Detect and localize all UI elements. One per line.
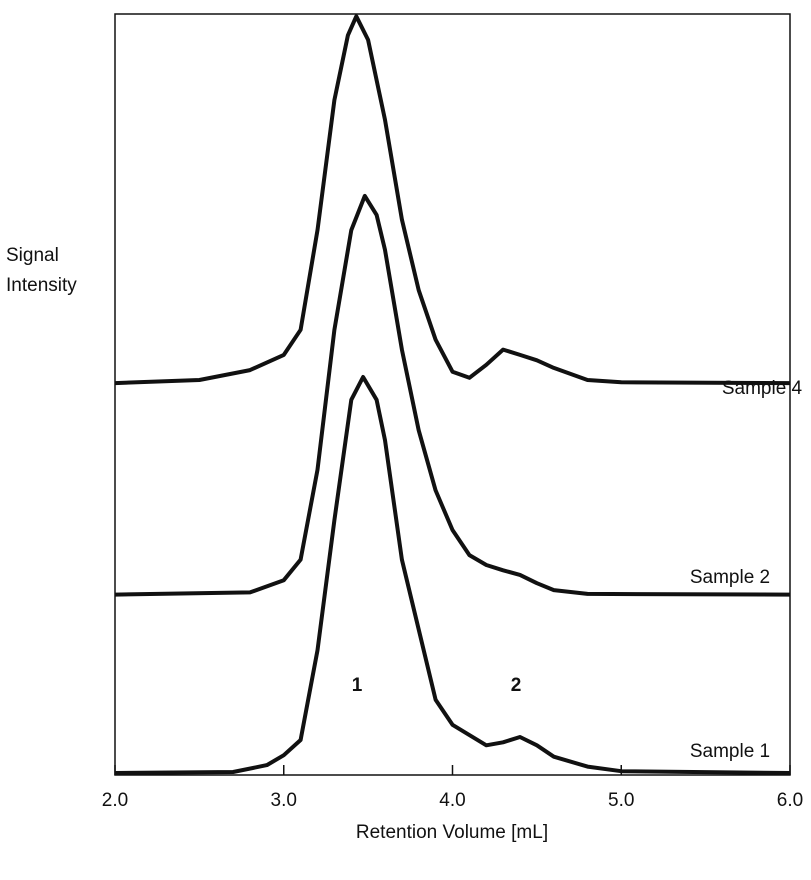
x-tick-label: 2.0 [102,790,128,811]
peak-annotation: 1 [352,675,363,696]
y-axis-label: Signal [6,245,59,266]
x-tick-label: 5.0 [608,790,634,811]
plot-frame [114,13,791,776]
series-label: Sample 2 [690,567,770,588]
x-axis-label: Retention Volume [mL] [356,822,548,843]
trace [114,375,791,775]
trace [114,193,791,597]
trace [114,14,791,386]
series-label: Sample 1 [690,741,770,762]
series-label: Sample 4 [722,378,803,399]
x-tick-label: 4.0 [439,790,465,811]
peak-annotation: 2 [511,675,522,696]
x-tick-label: 6.0 [777,790,803,811]
x-tick-label: 3.0 [271,790,297,811]
y-axis-label: Intensity [6,275,77,296]
